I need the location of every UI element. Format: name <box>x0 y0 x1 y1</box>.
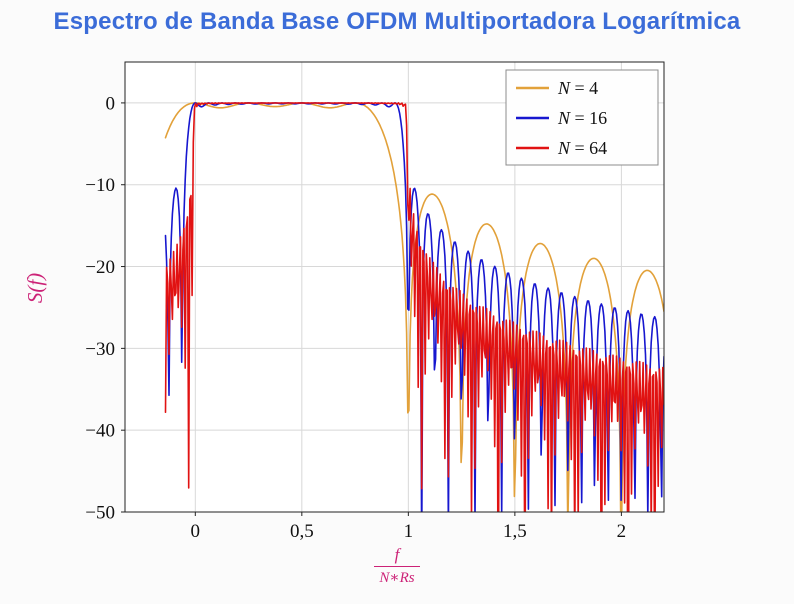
legend-label: N = 64 <box>557 138 607 158</box>
y-tick-label: −30 <box>85 339 115 360</box>
x-axis-label: f N∗Rs <box>0 545 794 587</box>
y-tick-label: −20 <box>85 257 115 278</box>
x-axis-fraction-numerator: f <box>394 545 400 564</box>
legend: N = 4 N = 16 N = 64 <box>505 69 659 166</box>
x-tick-label: 1,5 <box>503 521 527 542</box>
legend-label: N = 4 <box>557 78 598 98</box>
x-axis-fraction-denominator: N∗Rs <box>374 566 420 587</box>
legend-entry: N = 64 <box>516 138 607 158</box>
series-lines <box>164 102 664 512</box>
y-tick-label: −50 <box>85 503 115 524</box>
y-tick-label: 0 <box>106 93 116 114</box>
y-tick-label: −10 <box>85 175 115 196</box>
series-line-N-64 <box>164 102 664 512</box>
y-axis-label: S(f) <box>23 272 47 304</box>
legend-entry: N = 4 <box>516 78 598 98</box>
x-tick-label: 0 <box>191 521 201 542</box>
x-tick-label: 2 <box>617 521 627 542</box>
axis-border <box>124 61 665 513</box>
tick-labels: 0 0,5 1 1,5 2 0 −10 −20 −30 −40 −50 <box>85 93 626 542</box>
legend-label: N = 16 <box>557 108 607 128</box>
y-tick-label: −40 <box>85 421 115 442</box>
tick-marks <box>121 102 622 516</box>
chart-title: Espectro de Banda Base OFDM Multiportado… <box>53 8 741 35</box>
x-tick-label: 1 <box>404 521 414 542</box>
x-tick-label: 0,5 <box>290 521 314 542</box>
x-axis-fraction: f N∗Rs <box>374 545 420 587</box>
legend-entry: N = 16 <box>516 108 607 128</box>
